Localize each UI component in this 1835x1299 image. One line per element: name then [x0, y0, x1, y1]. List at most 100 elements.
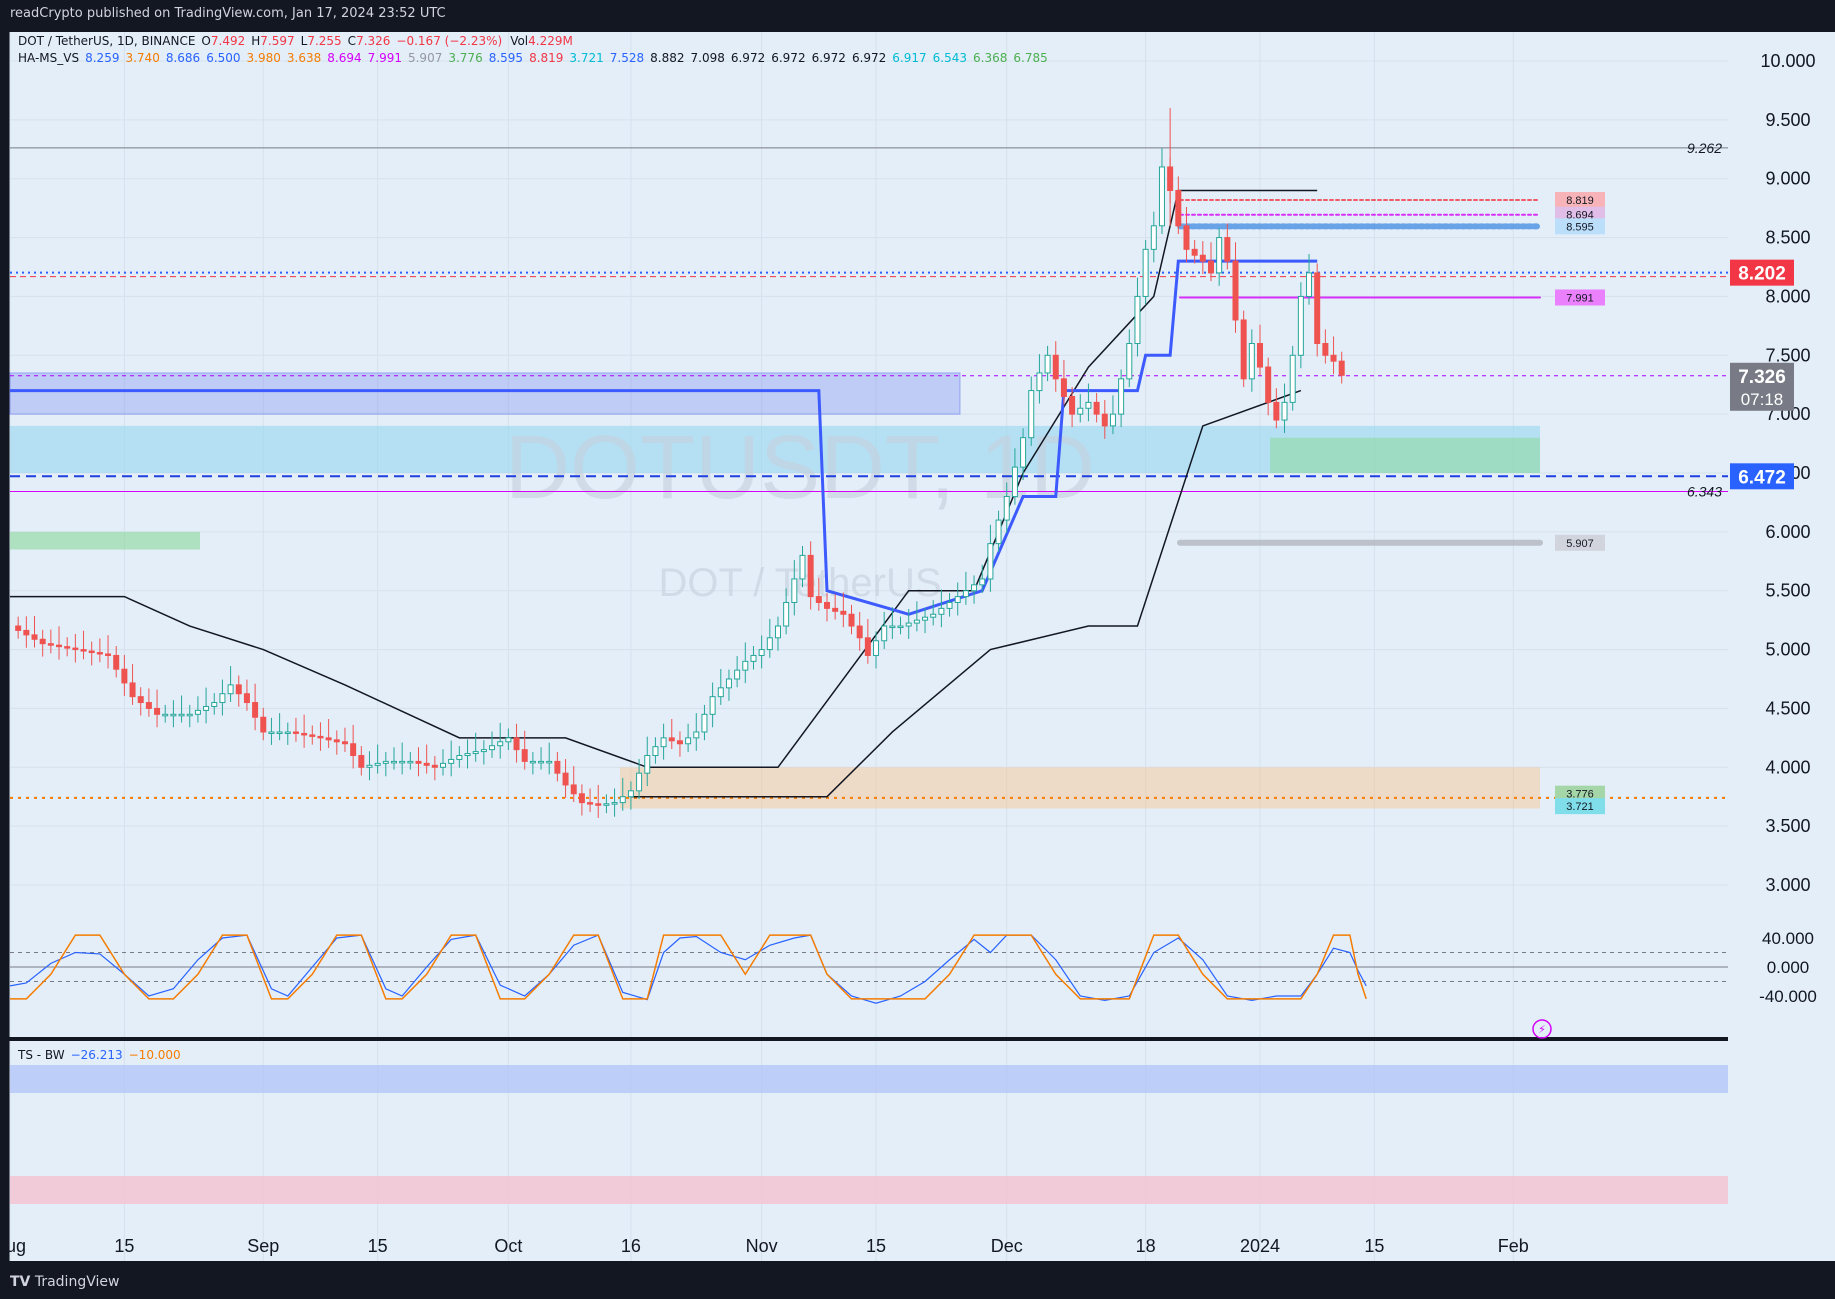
candle-body — [717, 687, 724, 698]
candle-body — [23, 629, 30, 636]
candle-body — [595, 803, 602, 806]
time-axis: Aug 15 Sep 15 Oct 16 Nov 15 Dec 18 2024 15 Feb — [0, 1236, 1529, 1256]
candle-body — [1240, 319, 1247, 380]
candle-body — [284, 731, 291, 734]
candle-body — [676, 740, 683, 745]
time-tick-label: 15 — [1364, 1236, 1384, 1256]
candle-body — [1150, 225, 1157, 250]
indicator-name: HA-MS_VS — [18, 51, 79, 65]
candle-body — [1118, 378, 1125, 415]
candle-body — [766, 637, 773, 651]
indicator-zones — [9, 372, 1728, 1204]
osc-tick-label: -40.000 — [1759, 987, 1817, 1006]
candle-body — [15, 625, 22, 631]
candle-body — [325, 737, 332, 741]
candle-body — [1199, 254, 1206, 262]
candle-body — [578, 793, 585, 804]
indicator-tag-label: 8.595 — [1566, 221, 1594, 233]
time-tick-label: Dec — [991, 1236, 1023, 1256]
candle-body — [1306, 272, 1313, 297]
legend-line-1: DOT / TetherUS, 1D, BINANCE O7.492 H7.597 L… — [18, 34, 573, 48]
time-tick-label: 16 — [621, 1236, 641, 1256]
candle-body — [538, 760, 545, 764]
indicator-tag-label: 5.907 — [1566, 538, 1594, 550]
candle-body — [611, 802, 618, 805]
candle-body — [946, 601, 953, 609]
price-axis[interactable] — [1728, 32, 1835, 1261]
indicator-tag-label: 3.776 — [1566, 789, 1594, 801]
candle-body — [1134, 295, 1141, 345]
candle-body — [1232, 260, 1239, 321]
candle-body — [1003, 496, 1010, 521]
candle-body — [350, 743, 357, 757]
candle-body — [1314, 272, 1321, 345]
tradingview-logo-icon[interactable]: 𝗧𝗩 — [10, 1274, 31, 1290]
candle-body — [644, 755, 651, 774]
candle-body — [1077, 407, 1084, 415]
candle-body — [1126, 343, 1133, 380]
indicator-value: 3.721 — [569, 51, 603, 65]
candle-body — [480, 749, 487, 753]
price-tick-label: 5.500 — [1765, 581, 1810, 601]
candle-body — [268, 731, 275, 734]
indicator-value: 5.907 — [408, 51, 442, 65]
main-price-pane[interactable] — [10, 32, 1728, 1037]
candle-body — [1289, 354, 1296, 403]
lightning-glyph: ⚡ — [1538, 1023, 1546, 1036]
candle-body — [1044, 354, 1051, 374]
legend-ohlc: O7.492 H7.597 L7.255 C7.326 — [201, 34, 390, 48]
candle-body — [472, 751, 479, 755]
candle-body — [64, 646, 71, 649]
candle-body — [807, 554, 814, 598]
candle-body — [1322, 343, 1329, 356]
indicator-tag-bg — [1555, 534, 1605, 551]
indicator-value: 7.991 — [368, 51, 402, 65]
candle-body — [243, 693, 250, 704]
low-zone — [620, 767, 1540, 809]
blue-level-badge-label: 6.472 — [1738, 467, 1786, 488]
indicator-value: 6.972 — [771, 51, 805, 65]
candle-body — [31, 634, 38, 640]
legend-ohlc-key: O — [201, 34, 210, 48]
candle-body — [440, 762, 447, 768]
candle-body — [1191, 248, 1198, 256]
candle-body — [390, 760, 397, 764]
candle-body — [1330, 354, 1337, 362]
lightning-icon[interactable] — [1532, 1019, 1552, 1039]
indicator-tag-bg — [1555, 218, 1605, 235]
candle-body — [848, 613, 855, 627]
chart-panel[interactable]: DOTUSDT, 1D DOT / TetherUS 10.0009.5009.… — [0, 28, 1835, 1266]
candle-body — [80, 649, 87, 652]
indicator-value: 6.543 — [933, 51, 967, 65]
footer-brand: TradingView — [34, 1274, 120, 1290]
candle-body — [1142, 248, 1149, 297]
legend-ohlc-key: C — [348, 34, 356, 48]
candle-body — [995, 519, 1002, 545]
candle-body — [725, 678, 732, 689]
candle-body — [734, 669, 741, 680]
oscillator-series[interactable] — [9, 934, 1367, 1004]
legend: DOT / TetherUS, 1D, BINANCE O7.492 H7.597 L… — [17, 34, 1048, 1062]
candle-body — [1020, 437, 1027, 468]
candle-body — [137, 696, 144, 704]
candle-body — [701, 713, 708, 733]
candle-body — [742, 660, 749, 671]
candle-body — [260, 716, 267, 733]
candle-body — [587, 802, 594, 805]
candle-body — [1052, 354, 1059, 380]
candle-body — [905, 622, 912, 627]
legend-vol-value: 4.229M — [528, 34, 573, 48]
candle-body — [423, 762, 430, 766]
indicator-value: 8.259 — [85, 51, 119, 65]
price-tick-label: 7.500 — [1765, 345, 1810, 365]
candle-body — [668, 737, 675, 742]
candle-body — [72, 647, 79, 651]
indicator-value: 8.694 — [327, 51, 361, 65]
price-tick-label: 9.000 — [1765, 169, 1810, 189]
candle-body — [513, 737, 520, 751]
indicator-tag-label: 8.819 — [1566, 195, 1594, 207]
price-tick-label: 3.000 — [1765, 875, 1810, 895]
candlestick-series[interactable] — [15, 108, 1345, 818]
candle-body — [856, 625, 863, 639]
candle-body — [570, 784, 577, 795]
